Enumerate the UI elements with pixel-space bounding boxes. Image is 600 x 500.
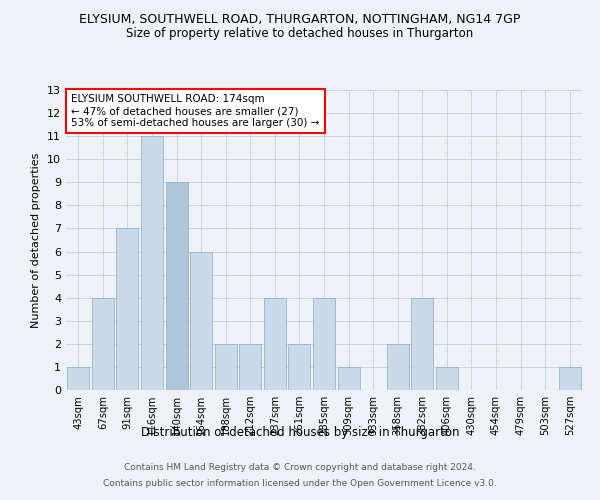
Bar [289, 344, 310, 390]
Bar [411, 298, 433, 390]
Bar [116, 228, 139, 390]
Bar [215, 344, 237, 390]
Bar [166, 182, 188, 390]
Text: Size of property relative to detached houses in Thurgarton: Size of property relative to detached ho… [127, 28, 473, 40]
Text: Contains public sector information licensed under the Open Government Licence v3: Contains public sector information licen… [103, 478, 497, 488]
Text: ELYSIUM SOUTHWELL ROAD: 174sqm
← 47% of detached houses are smaller (27)
53% of : ELYSIUM SOUTHWELL ROAD: 174sqm ← 47% of … [71, 94, 320, 128]
Text: ELYSIUM, SOUTHWELL ROAD, THURGARTON, NOTTINGHAM, NG14 7GP: ELYSIUM, SOUTHWELL ROAD, THURGARTON, NOT… [79, 12, 521, 26]
Bar [338, 367, 359, 390]
Bar [190, 252, 212, 390]
Bar [141, 136, 163, 390]
Bar [313, 298, 335, 390]
Bar [386, 344, 409, 390]
Text: Distribution of detached houses by size in Thurgarton: Distribution of detached houses by size … [141, 426, 459, 439]
Bar [67, 367, 89, 390]
Y-axis label: Number of detached properties: Number of detached properties [31, 152, 41, 328]
Bar [239, 344, 262, 390]
Bar [92, 298, 114, 390]
Bar [559, 367, 581, 390]
Text: Contains HM Land Registry data © Crown copyright and database right 2024.: Contains HM Land Registry data © Crown c… [124, 464, 476, 472]
Bar [264, 298, 286, 390]
Bar [436, 367, 458, 390]
